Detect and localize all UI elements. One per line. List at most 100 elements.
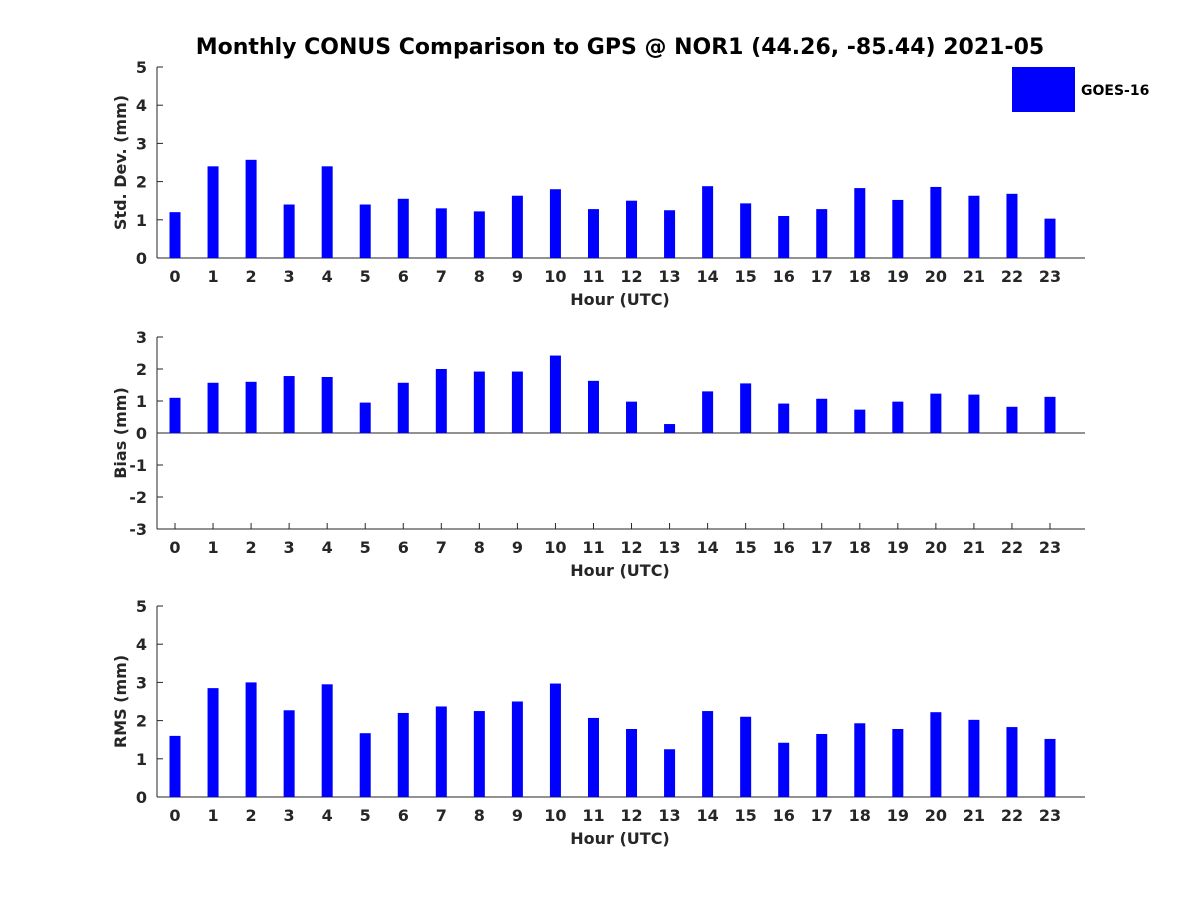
bar-hour-6 (397, 198, 409, 258)
x-tick-label: 7 (436, 267, 447, 286)
x-tick-label: 11 (582, 267, 604, 286)
y-tick-label: -2 (129, 488, 147, 507)
x-tick-label: 21 (963, 538, 985, 557)
bar-hour-18 (854, 188, 866, 258)
x-tick-label: 14 (696, 267, 718, 286)
bar-hour-17 (816, 733, 828, 797)
bar-hour-20 (930, 712, 942, 797)
bar-hour-18 (854, 723, 866, 797)
x-tick-label: 7 (436, 538, 447, 557)
x-tick-label: 22 (1001, 806, 1023, 825)
y-tick-label: 5 (136, 597, 147, 616)
y-tick-label: 0 (136, 788, 147, 807)
bar-hour-19 (892, 199, 904, 258)
x-tick-label: 8 (474, 806, 485, 825)
bar-hour-8 (473, 711, 485, 797)
x-tick-label: 11 (582, 806, 604, 825)
x-axis-label: Hour (UTC) (570, 290, 670, 309)
bar-hour-16 (778, 403, 790, 433)
x-tick-label: 10 (544, 538, 566, 557)
x-tick-label: 6 (398, 538, 409, 557)
bar-hour-8 (473, 211, 485, 258)
bar-hour-4 (321, 166, 333, 258)
x-tick-label: 8 (474, 267, 485, 286)
x-tick-label: 12 (620, 267, 642, 286)
y-tick-label: 3 (136, 134, 147, 153)
bar-hour-15 (740, 203, 752, 258)
x-tick-label: 18 (849, 538, 871, 557)
x-tick-label: 3 (284, 538, 295, 557)
bar-hour-22 (1006, 406, 1018, 433)
x-tick-label: 20 (925, 806, 947, 825)
bar-hour-11 (587, 380, 599, 433)
x-tick-label: 21 (963, 806, 985, 825)
x-tick-label: 16 (773, 267, 795, 286)
bar-hour-13 (664, 424, 676, 433)
x-tick-label: 9 (512, 806, 523, 825)
bar-hour-21 (968, 195, 980, 258)
bar-hour-4 (321, 684, 333, 797)
bar-hour-2 (245, 682, 257, 797)
x-tick-label: 5 (360, 538, 371, 557)
x-tick-label: 19 (887, 806, 909, 825)
x-tick-label: 15 (735, 538, 757, 557)
x-tick-label: 0 (169, 806, 180, 825)
x-tick-label: 6 (398, 806, 409, 825)
bar-hour-21 (968, 719, 980, 797)
x-tick-label: 4 (322, 267, 333, 286)
y-tick-label: 4 (136, 96, 147, 115)
y-tick-label: 1 (136, 211, 147, 230)
y-axis-label: RMS (mm) (111, 655, 130, 748)
x-tick-label: 17 (811, 538, 833, 557)
x-tick-label: 23 (1039, 538, 1061, 557)
bar-hour-15 (740, 383, 752, 433)
legend-label: GOES-16 (1081, 83, 1149, 99)
x-tick-label: 19 (887, 538, 909, 557)
bar-hour-17 (816, 209, 828, 258)
x-tick-label: 2 (246, 538, 257, 557)
y-tick-label: -1 (129, 456, 147, 475)
bar-hour-0 (169, 735, 181, 797)
bar-hour-6 (397, 382, 409, 433)
x-tick-label: 9 (512, 538, 523, 557)
y-tick-label: 1 (136, 392, 147, 411)
x-tick-label: 14 (696, 538, 718, 557)
x-tick-label: 16 (773, 538, 795, 557)
x-tick-label: 1 (207, 267, 218, 286)
bar-hour-7 (435, 369, 447, 433)
x-axis-label: Hour (UTC) (570, 561, 670, 580)
x-tick-label: 1 (207, 538, 218, 557)
x-tick-label: 9 (512, 267, 523, 286)
bar-hour-10 (549, 355, 561, 433)
bar-hour-8 (473, 371, 485, 433)
y-axis-label: Bias (mm) (111, 387, 130, 479)
bar-hour-20 (930, 393, 942, 433)
bar-hour-7 (435, 208, 447, 258)
x-tick-label: 22 (1001, 267, 1023, 286)
bar-hour-16 (778, 215, 790, 258)
bar-hour-5 (359, 402, 371, 433)
x-tick-label: 8 (474, 538, 485, 557)
x-tick-label: 6 (398, 267, 409, 286)
y-tick-label: 2 (136, 173, 147, 192)
bar-hour-20 (930, 186, 942, 258)
x-tick-label: 3 (284, 806, 295, 825)
bar-hour-12 (626, 200, 638, 258)
x-tick-label: 16 (773, 806, 795, 825)
bar-hour-22 (1006, 193, 1018, 258)
x-tick-label: 4 (322, 538, 333, 557)
x-tick-label: 17 (811, 267, 833, 286)
bar-hour-22 (1006, 727, 1018, 797)
bar-hour-1 (207, 166, 219, 258)
x-tick-label: 12 (620, 538, 642, 557)
x-tick-label: 18 (849, 267, 871, 286)
bar-hour-17 (816, 398, 828, 433)
y-tick-label: -3 (129, 520, 147, 539)
bar-hour-2 (245, 159, 257, 258)
bar-hour-15 (740, 716, 752, 797)
x-tick-label: 11 (582, 538, 604, 557)
bar-hour-21 (968, 394, 980, 433)
x-tick-label: 0 (169, 538, 180, 557)
